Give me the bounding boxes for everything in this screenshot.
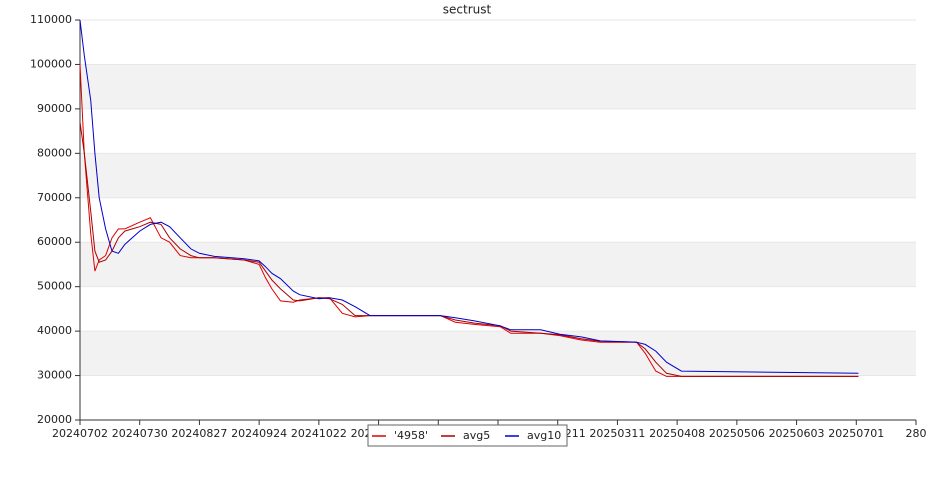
series-line [79,122,859,377]
grid-band [80,242,916,287]
y-tick-label: 30000 [37,369,72,382]
x-tick-label: 20250701 [828,427,884,440]
x-tick-label: 20240730 [112,427,168,440]
x-tick-label: 20240924 [231,427,287,440]
y-tick-label: 50000 [37,280,72,293]
x-tick-label: 20240827 [171,427,227,440]
x-tick-label: 20250311 [589,427,645,440]
y-tick-label: 110000 [30,13,72,26]
y-tick-label: 80000 [37,146,72,159]
y-tick-label: 20000 [37,413,72,426]
grid-band [80,331,916,376]
x-tick-label: 20250506 [709,427,765,440]
y-tick-label: 70000 [37,191,72,204]
y-tick-label: 90000 [37,102,72,115]
legend-label: '4958' [394,429,428,442]
grid-band [80,64,916,109]
x-tick-label: 20240702 [52,427,108,440]
x-tick-label: 280 [906,427,927,440]
x-tick-label: 20241022 [291,427,347,440]
y-tick-label: 60000 [37,235,72,248]
legend-label: avg5 [463,429,490,442]
x-tick-label: 20250603 [769,427,825,440]
legend: '4958' avg5 avg10 [367,424,568,447]
y-tick-label: 100000 [30,57,72,70]
x-tick-label: 20250408 [649,427,705,440]
legend-label: avg10 [527,429,561,442]
legend-box [367,424,568,447]
grid-band [80,153,916,198]
chart-title: sectrust [443,3,492,17]
y-tick-label: 40000 [37,324,72,337]
series-line [79,64,859,377]
series-line [79,19,859,374]
